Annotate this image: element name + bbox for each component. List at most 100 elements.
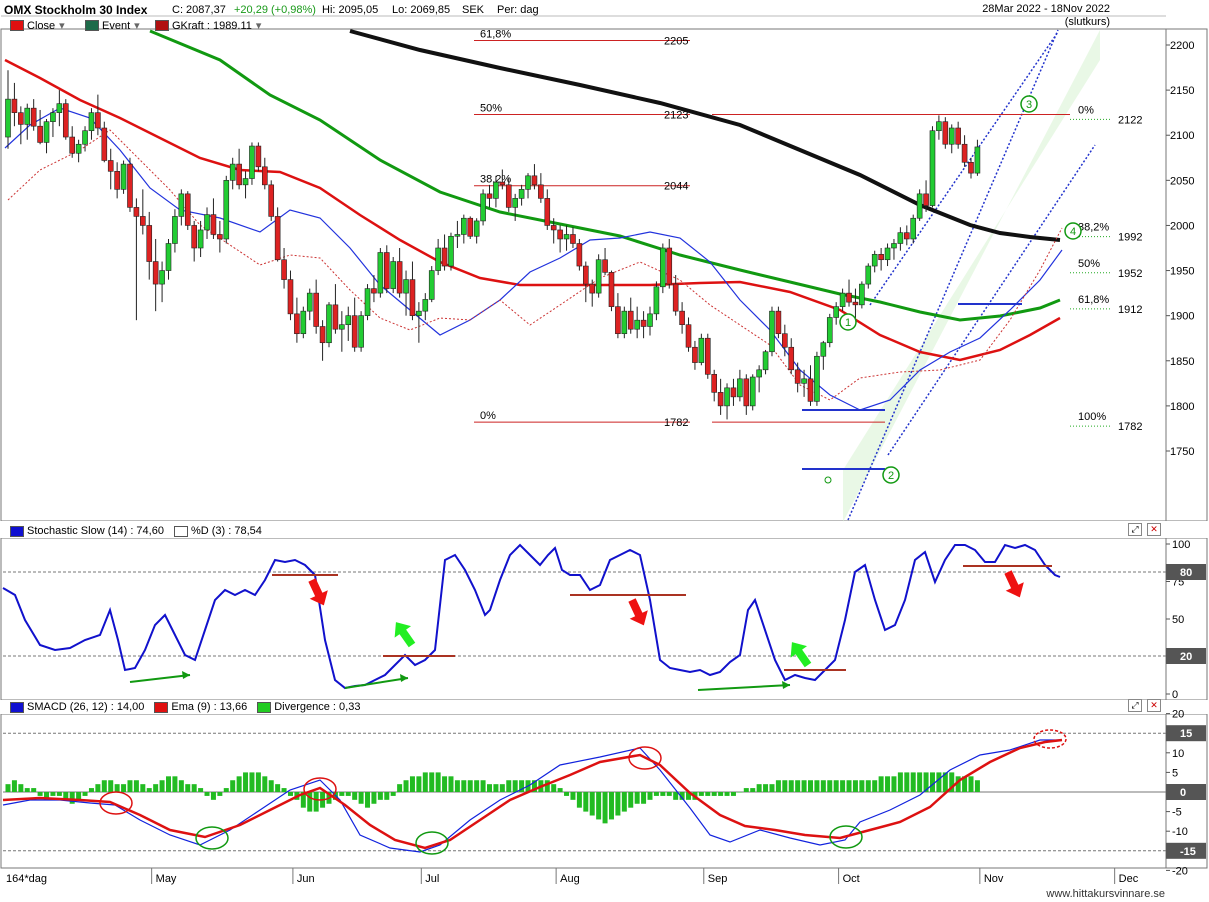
divergence-bar [897, 772, 903, 792]
legend-event[interactable]: Event ▾ [85, 19, 140, 32]
candle [30, 107, 37, 127]
candle [974, 146, 981, 174]
candle [351, 315, 358, 348]
divergence-bar [69, 792, 75, 804]
fib-right-label: 100% [1078, 411, 1106, 423]
candle [756, 369, 762, 378]
y-tick-label: 1950 [1170, 266, 1194, 278]
close-icon[interactable]: ✕ [1147, 523, 1161, 536]
candle [692, 346, 698, 363]
footer-url[interactable]: www.hittakursvinnare.se [1046, 888, 1165, 900]
candle [666, 247, 673, 285]
divergence-bar [56, 792, 62, 796]
legend-gkraft[interactable]: GKraft : 1989.11 ▾ [155, 19, 261, 32]
candle [43, 121, 50, 143]
level-badge [1166, 784, 1206, 800]
maximize-icon[interactable]: ⤢ [1128, 523, 1142, 536]
trend-channel [843, 30, 1100, 522]
candle [493, 181, 499, 199]
wave-label: 1 [845, 317, 851, 329]
candle [833, 306, 839, 318]
macd-tick-label: 20 [1172, 709, 1184, 721]
divergence-bar [493, 784, 499, 792]
divergence-bar [724, 792, 730, 796]
maximize-icon[interactable]: ⤢ [1128, 699, 1142, 712]
top-marker [99, 791, 133, 815]
candle [480, 193, 486, 222]
candle [454, 234, 461, 237]
candle [101, 127, 108, 161]
close-icon[interactable]: ✕ [1147, 699, 1161, 712]
candle [422, 299, 429, 312]
candle [339, 324, 345, 330]
down-arrow-icon [1004, 570, 1024, 598]
divergence-bar [891, 776, 897, 792]
divergence-bar [448, 776, 454, 792]
change-value: +20,29 (+0,98%) [234, 4, 316, 16]
divergence-bar [63, 792, 69, 800]
candle [140, 216, 146, 226]
candle [505, 184, 512, 208]
period: Per: dag [497, 4, 539, 16]
candle [724, 387, 730, 407]
candle [133, 207, 140, 217]
candle [563, 234, 570, 240]
chevron-down-icon[interactable]: ▾ [255, 20, 262, 32]
fib-right-label: 38,2% [1078, 222, 1109, 234]
divergence-bar [127, 780, 133, 792]
candle [936, 121, 942, 132]
candle [107, 160, 114, 172]
candle [640, 319, 647, 327]
divergence-bar [435, 772, 441, 792]
divergence-bar [5, 784, 11, 792]
fib-right-value: 1992 [1118, 232, 1142, 244]
candle [172, 216, 178, 244]
divergence-bar [287, 792, 293, 796]
candle [769, 310, 775, 353]
divergence-bar [204, 792, 210, 796]
divergence-bar [243, 772, 249, 792]
candle [948, 127, 955, 145]
candle [518, 189, 525, 199]
bar-count-label: 164*dag [6, 873, 47, 885]
divergence-bar [737, 792, 743, 793]
divergence-bar [409, 776, 415, 792]
candle [903, 232, 910, 240]
chevron-down-icon[interactable]: ▾ [134, 20, 140, 32]
ma200-line [349, 29, 1061, 242]
divergence-bar [942, 772, 948, 792]
candle [576, 243, 583, 267]
candle [647, 313, 653, 327]
divergence-bar [865, 780, 871, 792]
divergence-bar [602, 792, 608, 824]
candle [595, 259, 602, 294]
candle [679, 310, 685, 325]
chevron-down-icon[interactable]: ▾ [59, 20, 65, 32]
candle [672, 283, 679, 312]
fib-left-value: 2205 [664, 35, 688, 47]
divergence-bar [808, 780, 813, 792]
candle [127, 163, 133, 208]
divergence-bar [917, 772, 923, 792]
candle [544, 198, 551, 226]
divergence-bar [782, 780, 788, 792]
divergence-bar [673, 792, 679, 800]
close-value: C: 2087,37 [172, 4, 226, 16]
candle [550, 225, 557, 231]
gkraft-swatch [155, 20, 169, 31]
divergence-bar [955, 776, 961, 792]
divergence-bar [300, 792, 306, 808]
candle [717, 392, 724, 407]
candle [75, 143, 82, 154]
candle [846, 292, 852, 303]
divergence-bar [846, 780, 852, 792]
candle [826, 317, 833, 344]
divergence-bar [50, 792, 56, 796]
divergence-bar [114, 784, 120, 792]
divergence-bar [166, 776, 171, 792]
candle [473, 220, 480, 237]
legend-gkraft-label: GKraft : 1989.11 [172, 19, 252, 32]
legend-close[interactable]: Close ▾ [10, 19, 65, 32]
candle [345, 315, 352, 325]
candle [383, 252, 390, 289]
